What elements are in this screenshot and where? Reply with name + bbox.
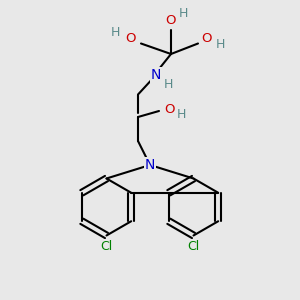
- Text: O: O: [125, 32, 136, 46]
- Text: Cl: Cl: [100, 239, 112, 253]
- Text: N: N: [151, 68, 161, 82]
- Text: H: H: [163, 77, 173, 91]
- Text: O: O: [164, 103, 175, 116]
- Text: N: N: [145, 158, 155, 172]
- Text: Cl: Cl: [188, 239, 200, 253]
- Text: H: H: [216, 38, 225, 52]
- Text: O: O: [166, 14, 176, 28]
- Text: H: H: [177, 107, 186, 121]
- Text: H: H: [178, 7, 188, 20]
- Text: H: H: [111, 26, 120, 40]
- Text: O: O: [202, 32, 212, 46]
